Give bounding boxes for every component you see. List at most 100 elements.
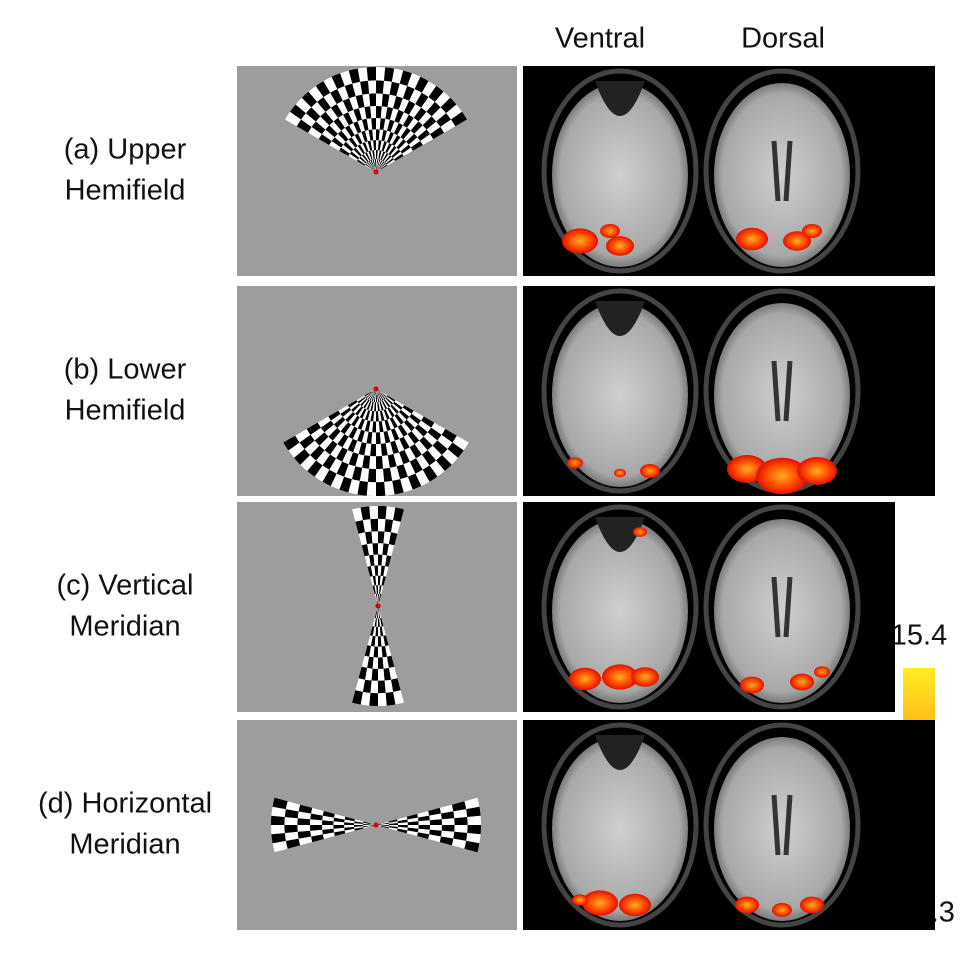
checker-cell <box>296 119 312 133</box>
checker-cell <box>369 393 374 401</box>
checker-cell <box>378 543 384 555</box>
checker-cell <box>446 104 462 120</box>
checker-cell <box>358 532 368 546</box>
checker-cell <box>370 150 374 160</box>
checker-cell <box>333 821 345 825</box>
checker-cell <box>317 97 331 112</box>
checker-cell <box>429 813 442 821</box>
checker-cell <box>417 129 431 141</box>
checker-cell <box>382 656 389 669</box>
checker-cell <box>341 127 352 140</box>
checker-cell <box>394 109 404 123</box>
checker-cell <box>380 391 388 397</box>
checker-cell <box>369 692 378 706</box>
dark-region <box>595 81 645 116</box>
checker-cell <box>344 822 355 825</box>
checker-cell <box>408 137 421 148</box>
checker-cell <box>348 109 358 123</box>
checker-cell <box>370 518 378 532</box>
checker-cell <box>379 393 385 400</box>
checker-cell <box>361 130 368 142</box>
brain-slice <box>703 504 861 710</box>
checker-cell <box>284 809 299 819</box>
checker-cell <box>426 101 441 117</box>
checker-cell <box>388 825 398 827</box>
checker-cell <box>360 80 370 95</box>
brain-slice <box>703 722 861 928</box>
checker-cell <box>311 834 324 843</box>
checker-cell <box>357 396 366 404</box>
brain-slice <box>541 288 699 494</box>
checker-cell <box>381 455 390 469</box>
checker-cell <box>390 121 399 134</box>
checker-cell <box>356 395 366 402</box>
checker-cell <box>380 106 388 119</box>
brain-slice <box>541 68 699 274</box>
checker-cell <box>374 585 377 594</box>
checker-cell <box>367 161 373 168</box>
checker-cell <box>375 626 378 637</box>
checker-cell <box>377 393 382 402</box>
checker-cell <box>347 438 358 453</box>
checker-cell <box>411 410 424 421</box>
checker-cell <box>358 107 367 120</box>
checker-cell <box>429 829 442 837</box>
row-label: (a) Upper <box>64 134 187 166</box>
checker-cell <box>366 401 372 410</box>
checker-cell <box>378 518 386 532</box>
checker-cell <box>351 415 360 427</box>
checker-cell <box>357 67 368 82</box>
checker-cell <box>378 593 381 602</box>
checker-cell <box>333 817 345 823</box>
checker-cell <box>381 825 389 827</box>
checker-cell <box>464 797 480 810</box>
checker-cell <box>398 98 410 113</box>
checker-cell <box>384 67 395 82</box>
checker-cell <box>349 151 360 160</box>
checker-cell <box>374 593 378 602</box>
checker-cell <box>325 107 339 122</box>
checker-cell <box>378 506 387 520</box>
skull <box>541 68 699 274</box>
checker-cell <box>381 821 389 825</box>
checker-cell <box>387 144 395 154</box>
dark-region <box>595 517 645 552</box>
checker-cell <box>330 473 345 490</box>
checker-cell <box>340 70 353 86</box>
checker-cell <box>426 121 441 135</box>
checker-cell <box>386 395 396 402</box>
checker-cell <box>373 159 376 167</box>
checker-cell <box>434 91 451 108</box>
checker-cell <box>333 825 345 829</box>
checker-cell <box>392 135 401 146</box>
checker-cell <box>349 96 359 110</box>
activation <box>631 667 659 687</box>
checker-cell <box>383 431 391 444</box>
activation <box>562 228 598 254</box>
brain-slice <box>703 288 861 495</box>
checker-cell <box>304 440 320 455</box>
checker-cell <box>414 424 428 437</box>
checker-cell <box>388 532 398 546</box>
checker-cell <box>355 406 364 416</box>
checker-cell <box>294 449 310 465</box>
checker-cell <box>354 825 364 827</box>
checker-cell <box>407 73 421 89</box>
checker-cell <box>351 403 361 412</box>
checker-cell <box>388 821 398 824</box>
checker-cell <box>328 410 341 421</box>
checker-cell <box>373 411 376 422</box>
checker-cell <box>362 93 371 107</box>
checker-cell <box>368 160 374 168</box>
checker-cell <box>464 840 480 853</box>
checker-cell <box>385 691 396 706</box>
checker-cell <box>362 118 369 131</box>
checker-cell <box>394 123 403 136</box>
checker-cell <box>376 159 378 167</box>
checker-cell <box>365 130 371 142</box>
activation <box>756 457 808 495</box>
checker-cell <box>417 811 430 818</box>
checker-cell <box>416 454 430 470</box>
checker-cell <box>393 690 404 705</box>
checker-cell <box>415 469 430 486</box>
